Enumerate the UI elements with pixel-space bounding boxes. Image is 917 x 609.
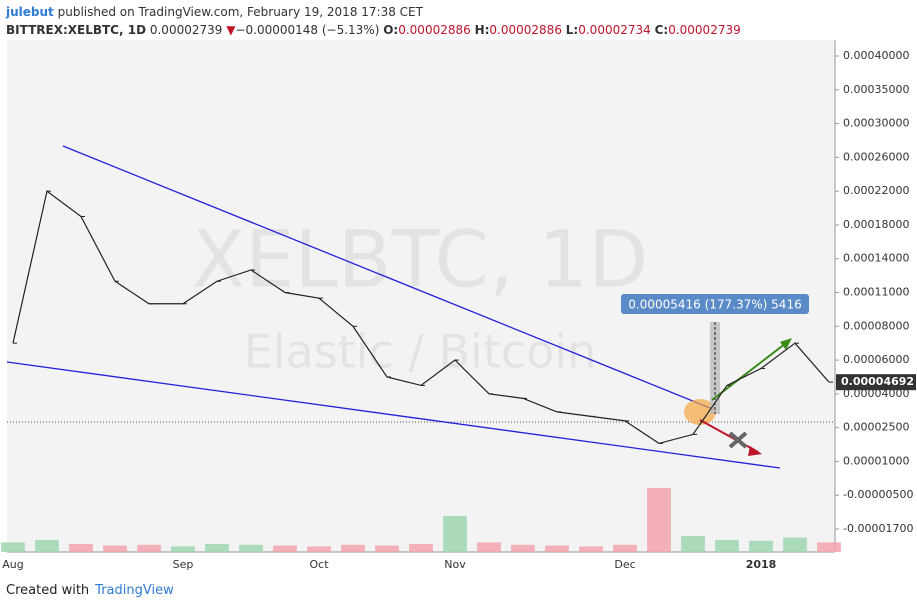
y-tick-label: -0.00001700: [843, 522, 913, 535]
y-tick-label: 0.00014000: [843, 252, 909, 265]
measure-label-bg: [621, 294, 809, 314]
arrow: ▼: [226, 23, 236, 37]
published: published on TradingView.com, February 1…: [57, 5, 423, 19]
footer: Created with TradingView: [6, 583, 174, 598]
volume-bar: [375, 545, 399, 552]
y-tick-label: 0.00040000: [843, 49, 909, 62]
x-tick-label: Aug: [2, 558, 23, 571]
h-label: H:: [474, 23, 490, 37]
volume-bar: [749, 540, 773, 552]
volume-bar: [477, 542, 501, 552]
volume-bar: [783, 537, 807, 552]
last-price-bg: [836, 374, 916, 391]
volume-bar: [341, 544, 365, 552]
created: Created with: [6, 583, 90, 598]
y-tick-label: 0.00008000: [843, 319, 909, 332]
chart: XELBTC, 1D Elastic / Bitcoin 0.00005416 …: [1, 40, 916, 571]
volume-bar: [273, 545, 297, 552]
x-tick-label: Oct: [309, 558, 329, 571]
volume-bar: [511, 544, 535, 552]
arrow-down: [699, 419, 759, 453]
breakout-marker: [684, 399, 716, 425]
trendline: [62, 145, 716, 411]
arrow-up: [711, 339, 791, 401]
y-tick-label: 0.00026000: [843, 150, 909, 163]
last-price: 0.00004692: [841, 375, 914, 388]
c-value: 0.00002739: [668, 23, 741, 37]
l-label: L:: [565, 23, 579, 37]
o-label: O:: [383, 23, 399, 37]
volume-bar: [409, 544, 433, 552]
volume-bar: [205, 544, 229, 552]
volume-bar: [307, 546, 331, 552]
volume-bar: [443, 516, 467, 552]
y-tick-label: 0.00001000: [843, 454, 909, 467]
volume-bar: [545, 545, 569, 552]
header: julebut published on TradingView.com, Fe…: [6, 3, 741, 39]
o-value: 0.00002886: [398, 23, 471, 37]
y-tick-label: 0.00002500: [843, 421, 909, 434]
y-tick-label: 0.00030000: [843, 117, 909, 130]
volume-bar: [239, 544, 263, 552]
brand[interactable]: TradingView: [95, 583, 174, 598]
l-value: 0.00002734: [578, 23, 651, 37]
y-tick-label: 0.00018000: [843, 218, 909, 231]
c-label: C:: [654, 23, 669, 37]
volume-bar: [35, 540, 59, 552]
watermark: XELBTC, 1D: [192, 215, 649, 305]
x-tick-label: Dec: [614, 558, 635, 571]
volume-bar: [681, 536, 705, 552]
h-value: 0.00002886: [489, 23, 562, 37]
volume-bar: [613, 544, 637, 552]
watermark-sub: Elastic / Bitcoin: [244, 325, 597, 379]
ohlc: O:0.00002886 H:0.00002886 L:0.00002734 C…: [383, 23, 741, 37]
volume-bar: [647, 488, 671, 552]
volume-bar: [715, 540, 739, 552]
y-tick-label: 0.00035000: [843, 83, 909, 96]
y-tick-label: -0.00000500: [843, 488, 913, 501]
trendline: [6, 361, 781, 469]
price: 0.00002739: [149, 23, 223, 37]
volume-bar: [171, 546, 195, 552]
symbol: BITTREX:XELBTC, 1D: [6, 23, 147, 37]
volume-bar: [137, 544, 161, 552]
arrow-head: [780, 338, 792, 350]
volume-bar: [103, 545, 127, 552]
author[interactable]: julebut: [6, 5, 54, 19]
arrow-head: [748, 446, 762, 456]
y-tick-label: 0.00011000: [843, 286, 909, 299]
x-tick-label: 2018: [746, 558, 777, 571]
volume-bar: [69, 544, 93, 552]
measure-label: 0.00005416 (177.37%) 5416: [628, 298, 801, 312]
x-tick-label: Nov: [444, 558, 466, 571]
y-tick-label: 0.00006000: [843, 353, 909, 366]
y-tick-label: 0.00022000: [843, 184, 909, 197]
volume-bar: [817, 542, 841, 552]
cross-mark: [728, 431, 748, 449]
volume-bar: [579, 546, 603, 552]
change: −0.00000148 (−5.13%): [235, 23, 380, 37]
x-tick-label: Sep: [173, 558, 194, 571]
volume-bar: [1, 542, 25, 552]
